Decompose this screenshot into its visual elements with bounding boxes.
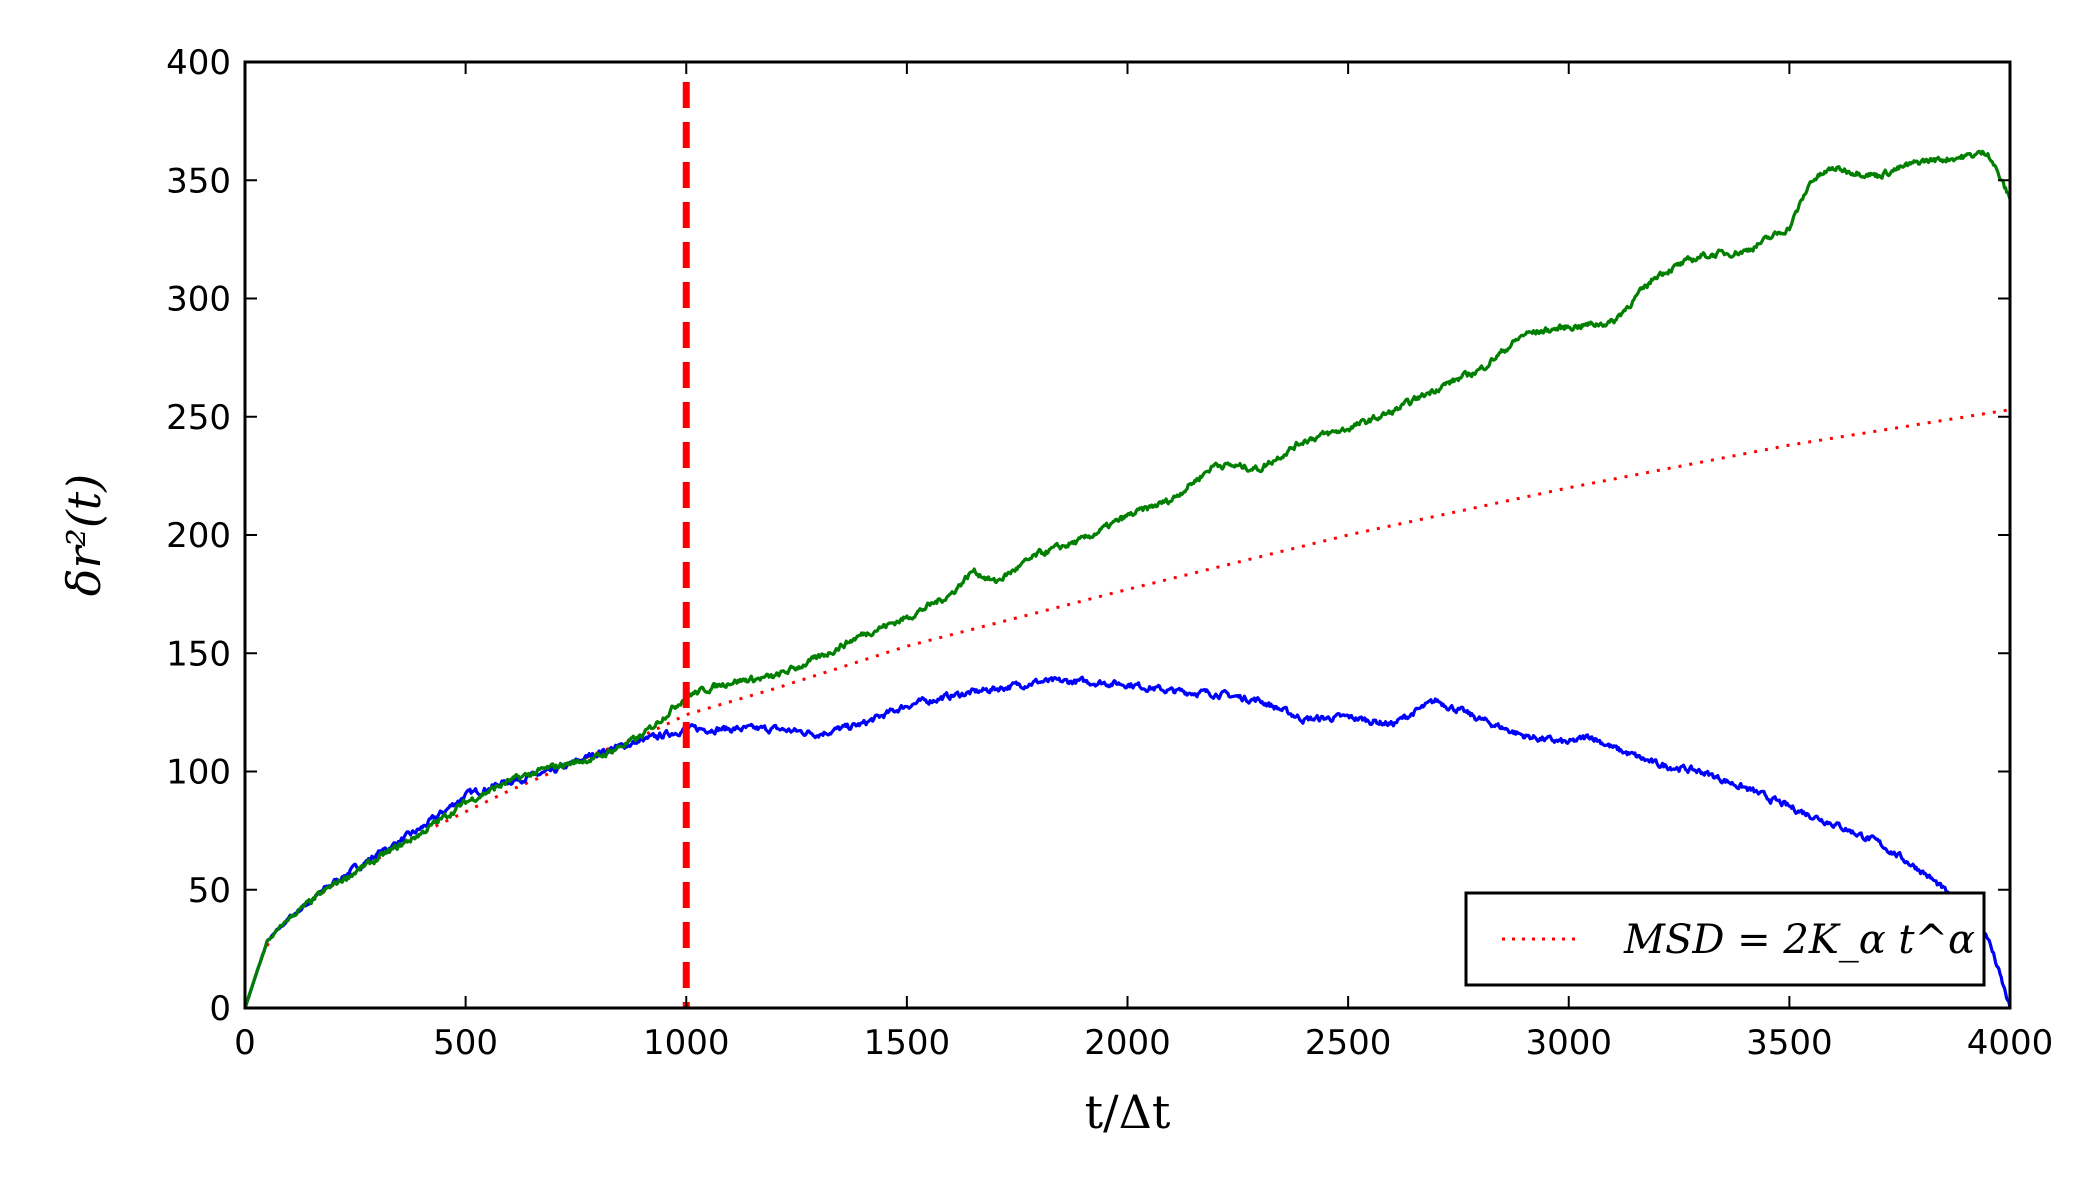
y-tick-label: 250 (166, 398, 231, 438)
series-layer (243, 149, 2012, 1009)
y-axis-label: δr²(t) (57, 474, 111, 597)
y-tick-label: 300 (166, 280, 231, 320)
x-tick-label: 1500 (864, 1023, 951, 1063)
legend-label-msd: MSD = 2K_α t^α (1623, 917, 1975, 963)
y-tick-label: 200 (166, 516, 231, 556)
y-tick-label: 100 (166, 753, 231, 793)
legend: MSD = 2K_α t^α (1464, 891, 1986, 987)
x-tick-label: 4000 (1967, 1023, 2054, 1063)
x-tick-label: 1000 (643, 1023, 730, 1063)
series-line-green (243, 149, 2012, 1009)
y-tick-label: 400 (166, 43, 231, 83)
x-tick-label: 3500 (1746, 1023, 1833, 1063)
x-tick-label: 3000 (1525, 1023, 1612, 1063)
y-tick-label: 0 (209, 989, 231, 1029)
y-tick-label: 150 (166, 634, 231, 674)
x-tick-label: 2000 (1084, 1023, 1171, 1063)
x-tick-label: 0 (234, 1023, 256, 1063)
y-tick-label: 350 (166, 161, 231, 201)
y-tick-label: 50 (188, 871, 231, 911)
x-tick-label: 2500 (1305, 1023, 1392, 1063)
series-line-blue (243, 675, 2012, 1009)
tick-layer: 0 500 1000 1500 2000 2500 3000 3500 4000 0 50 100 15… (166, 43, 2053, 1063)
x-tick-label: 500 (433, 1023, 498, 1063)
x-axis-label: t/Δt (1085, 1085, 1171, 1139)
